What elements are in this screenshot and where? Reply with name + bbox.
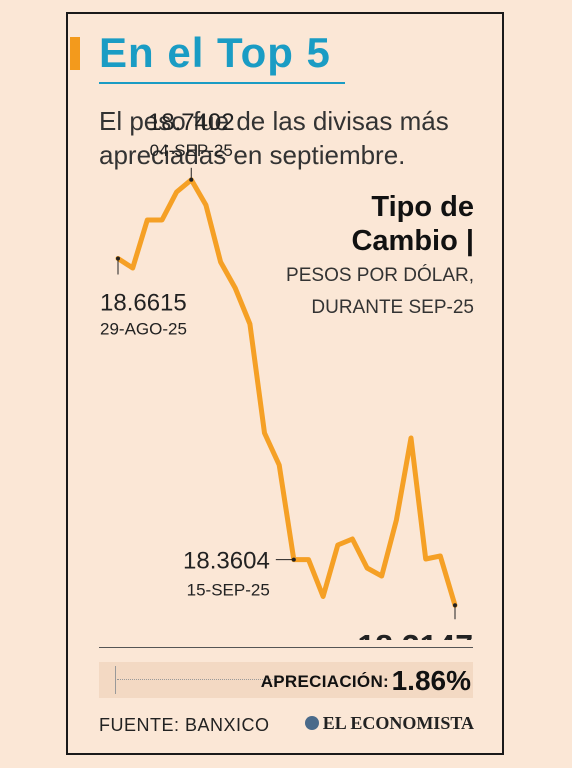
annotation-date: 29-AGO-25 bbox=[100, 320, 187, 339]
annotation-date: 15-SEP-25 bbox=[187, 581, 270, 600]
chart-subtitle: El peso fue de las divisas más apreciada… bbox=[99, 106, 449, 170]
appreciation-value: 1.86% bbox=[391, 665, 471, 696]
annotation-dot bbox=[116, 256, 120, 261]
legend-title-line2: Cambio | bbox=[351, 225, 474, 257]
brand-logo: EL ECONOMISTA bbox=[304, 713, 474, 734]
appreciation-box: APRECIACIÓN: 1.86% bbox=[99, 662, 473, 698]
appreciation-dotted-line bbox=[117, 679, 277, 680]
annotation-dot bbox=[291, 557, 296, 562]
title-underline bbox=[99, 82, 345, 84]
legend-subtitle-line2: DURANTE SEP-25 bbox=[311, 297, 474, 318]
annotation-value: 18.6615 bbox=[100, 290, 187, 317]
bottom-divider bbox=[99, 647, 473, 648]
infographic-frame bbox=[66, 12, 504, 755]
annotation-dot bbox=[189, 177, 194, 182]
annotation-value: 18.3147 bbox=[357, 628, 473, 640]
appreciation-tick bbox=[115, 666, 116, 694]
legend-subtitle-line1: PESOS POR DÓLAR, bbox=[286, 265, 474, 286]
series-legend: Tipo de Cambio | PESOS POR DÓLAR, DURANT… bbox=[286, 190, 474, 322]
legend-title-line1: Tipo de bbox=[371, 191, 474, 223]
annotation-dot bbox=[453, 603, 457, 608]
annotation-value: 18.3604 bbox=[183, 548, 270, 575]
brand-name: EL ECONOMISTA bbox=[322, 713, 474, 733]
appreciation-label: APRECIACIÓN: bbox=[260, 672, 389, 691]
title-accent-bar bbox=[70, 37, 80, 70]
chart-title: En el Top 5 bbox=[99, 29, 331, 76]
series-line bbox=[115, 177, 458, 608]
exchange-rate-chart: 18.6615 29-AGO-25 18.7402 04-SEP-25 18.3604 1… bbox=[100, 109, 473, 640]
annotation-value: 18.7402 bbox=[148, 109, 235, 136]
globe-icon bbox=[304, 716, 319, 730]
annotation-date: 04-SEP-25 bbox=[150, 141, 233, 160]
source-note: FUENTE: BANXICO bbox=[99, 715, 270, 735]
